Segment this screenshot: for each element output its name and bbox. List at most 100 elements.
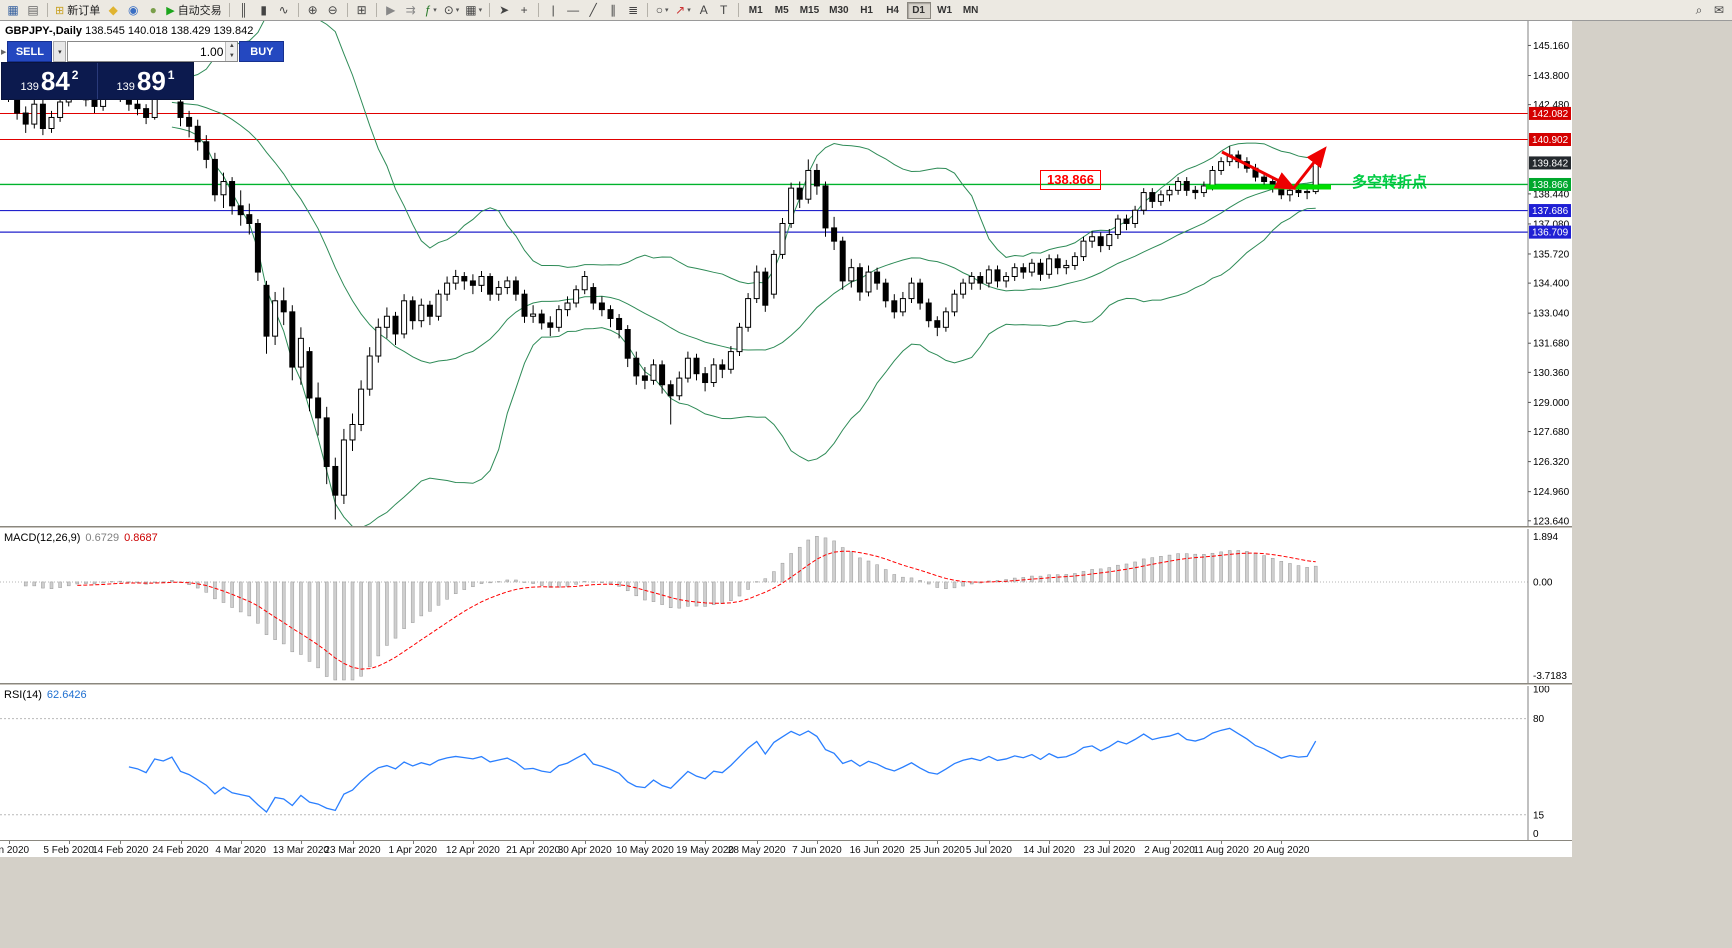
bollinger-lower-band: [171, 126, 1316, 526]
bar-chart-icon[interactable]: ║: [234, 1, 254, 19]
timeframe-m15-button[interactable]: M15: [799, 4, 820, 16]
rsi-scale-label: 15: [1533, 810, 1545, 821]
buy-button[interactable]: BUY: [239, 41, 285, 62]
symbol-period-label: GBPJPY-,Daily: [5, 25, 83, 37]
trendline-icon[interactable]: ╱: [583, 1, 603, 19]
auto-scroll-icon: ▶: [386, 3, 396, 17]
templates-dropdown[interactable]: ▦ ▾: [462, 1, 485, 19]
templates-dropdown-arrow-icon[interactable]: ▾: [478, 7, 483, 14]
metaeditor-icon: ◆: [108, 3, 118, 17]
auto-scroll-icon[interactable]: ▶: [381, 1, 401, 19]
price-chart-panel[interactable]: 145.160 143.800 142.480 138.440 137.080 135.7…: [0, 21, 1572, 526]
price-tick-label: 123.640: [1533, 516, 1570, 526]
price-tick-label: 124.960: [1533, 487, 1570, 498]
price-tick-label: 131.680: [1533, 339, 1570, 350]
date-label: Jan 2020: [0, 845, 30, 856]
channel-icon: ∥: [610, 3, 617, 17]
date-tick: [240, 841, 242, 844]
timeframe-m5-button[interactable]: M5: [774, 4, 789, 16]
auto-trading-button[interactable]: ▶ 自动交易: [163, 1, 224, 19]
macd-canvas[interactable]: 1.894 0.00 -3.7183: [0, 529, 1572, 683]
date-label: 14 Jul 2020: [1023, 845, 1075, 856]
shapes-dropdown[interactable]: ○ ▾: [652, 1, 672, 19]
fibonacci-icon[interactable]: ≣: [623, 1, 643, 19]
market-depth-icon[interactable]: ◉: [123, 1, 143, 19]
order-type-dropdown-icon[interactable]: ▾: [53, 41, 67, 62]
macd-histogram: [23, 536, 1318, 681]
date-tick: [988, 841, 990, 844]
rsi-canvas[interactable]: 100 80 15 0: [0, 686, 1572, 840]
panel-separator[interactable]: [0, 683, 1572, 686]
indicators-dropdown[interactable]: ƒ ▾: [421, 1, 441, 19]
timeframe-w1-button[interactable]: W1: [937, 4, 953, 16]
periods-dropdown[interactable]: ⊙ ▾: [441, 1, 463, 19]
new-chart-icon[interactable]: ▦: [3, 1, 23, 19]
trend-arrow[interactable]: [1221, 150, 1297, 190]
arrows-dropdown[interactable]: ↗ ▾: [672, 1, 694, 19]
zoom-out-icon[interactable]: ⊖: [323, 1, 343, 19]
shapes-dropdown-arrow-icon[interactable]: ▾: [664, 7, 669, 14]
timeframe-d1-button[interactable]: D1: [906, 1, 931, 19]
candlestick-chart-icon[interactable]: ▮: [254, 1, 274, 19]
line-chart-icon[interactable]: ∿: [274, 1, 294, 19]
date-tick: [472, 841, 474, 844]
price-badge-label: 140.902: [1532, 135, 1569, 146]
sell-price-display[interactable]: 139 84 2: [2, 63, 98, 99]
timeframe-h1-button[interactable]: H1: [860, 4, 873, 16]
macd-panel[interactable]: 1.894 0.00 -3.7183: [0, 529, 1572, 683]
macd-axis[interactable]: 1.894 0.00 -3.7183: [1527, 529, 1567, 683]
text-icon[interactable]: A: [694, 1, 714, 19]
buy-price-prefix: 139: [116, 81, 135, 93]
search-icon[interactable]: ⌕: [1695, 2, 1703, 17]
cursor-icon[interactable]: ➤: [494, 1, 514, 19]
community-icon[interactable]: ●: [143, 1, 163, 19]
date-tick: [352, 841, 354, 844]
date-tick: [877, 841, 879, 844]
zoom-in-icon: ⊕: [307, 3, 318, 17]
macd-signal-value: 0.8687: [124, 532, 158, 544]
rsi-panel[interactable]: 100 80 15 0: [0, 686, 1572, 840]
volume-down-icon[interactable]: ▼: [226, 51, 238, 61]
text-label-icon: T: [720, 3, 728, 17]
horizontal-line-icon[interactable]: —: [563, 1, 583, 19]
mail-icon[interactable]: ✉: [1713, 3, 1725, 17]
channel-icon[interactable]: ∥: [603, 1, 623, 19]
tile-windows-icon[interactable]: ⊞: [352, 1, 372, 19]
buy-price-display[interactable]: 139 89 1: [98, 63, 193, 99]
metaeditor-icon[interactable]: ◆: [103, 1, 123, 19]
ohlc-values-label: 138.545 140.018 138.429 139.842: [85, 25, 254, 37]
volume-input[interactable]: [68, 42, 226, 61]
vertical-line-icon[interactable]: |: [543, 1, 563, 19]
timeframe-m1-button[interactable]: M1: [748, 4, 763, 16]
price-tick-label: 138.440: [1533, 189, 1570, 200]
auto-trading-icon: ▶: [166, 4, 175, 17]
arrows-dropdown-arrow-icon[interactable]: ▾: [687, 7, 691, 14]
one-click-trading-panel: ▶ SELL ▾ ▲ ▼ BUY 139 84 2 139 89 1: [1, 41, 285, 100]
price-level-flag[interactable]: 138.866: [1040, 170, 1101, 190]
trend-arrow[interactable]: [1291, 146, 1327, 190]
chart-shift-icon[interactable]: ⇉: [401, 1, 421, 19]
rsi-axis[interactable]: 100 80 15 0: [1527, 686, 1550, 840]
text-label-icon[interactable]: T: [714, 1, 734, 19]
date-label: 19 May 2020: [676, 845, 735, 856]
profiles-icon[interactable]: ▤: [23, 1, 43, 19]
sell-button[interactable]: SELL: [7, 41, 53, 62]
macd-scale-label: -3.7183: [1533, 671, 1567, 682]
crosshair-icon[interactable]: +: [514, 1, 534, 19]
turning-point-note[interactable]: 多空转折点: [1352, 174, 1428, 191]
timeframe-mn-button[interactable]: MN: [962, 4, 979, 16]
indicators-dropdown-arrow-icon[interactable]: ▾: [433, 7, 437, 14]
collapse-trade-panel-icon[interactable]: ▶: [1, 48, 7, 56]
price-chart-canvas[interactable]: 145.160 143.800 142.480 138.440 137.080 135.7…: [0, 21, 1572, 526]
timeframe-m30-button[interactable]: M30: [829, 4, 849, 16]
price-axis[interactable]: 145.160 143.800 142.480 138.440 137.080 135.7…: [1527, 21, 1571, 526]
periods-dropdown-arrow-icon[interactable]: ▾: [455, 7, 460, 14]
zoom-in-icon[interactable]: ⊕: [303, 1, 323, 19]
volume-up-icon[interactable]: ▲: [226, 42, 238, 52]
community-icon: ●: [149, 3, 157, 17]
panel-separator[interactable]: [0, 526, 1572, 529]
timeframe-h4-button[interactable]: H4: [886, 4, 899, 16]
date-label: 10 May 2020: [615, 845, 674, 856]
new-order-button[interactable]: ⊞ 新订单: [52, 1, 103, 19]
